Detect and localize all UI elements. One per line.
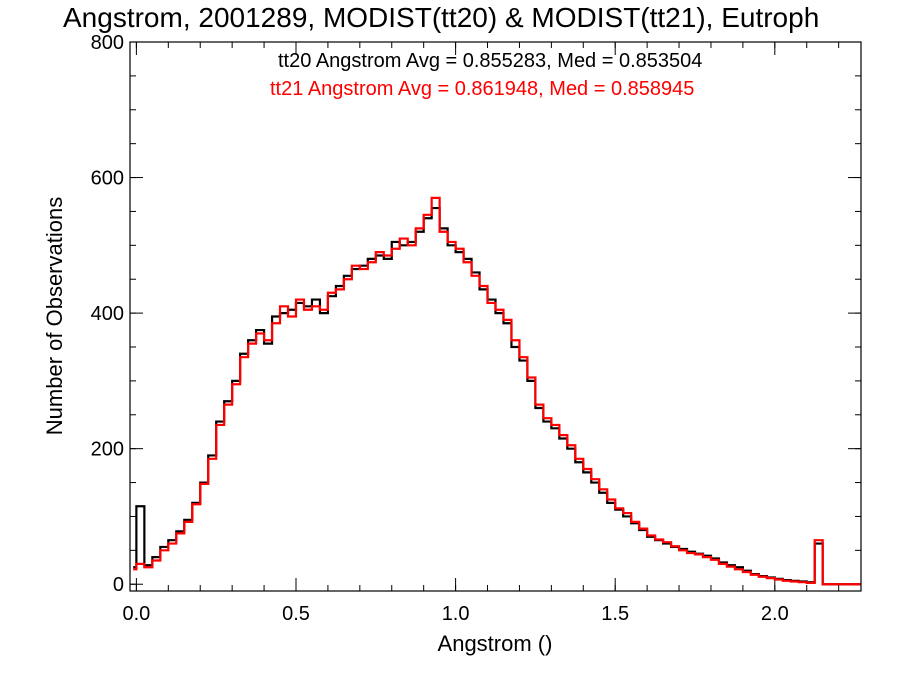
plot-frame [129, 41, 862, 592]
x-tick-label: 1.0 [442, 603, 470, 625]
y-tick-label: 200 [91, 439, 124, 461]
y-tick-label: 800 [91, 32, 124, 54]
y-tick-label: 0 [113, 574, 124, 596]
legend-entry-tt21: tt21 Angstrom Avg = 0.861948, Med = 0.85… [270, 78, 694, 100]
chart-title: Angstrom, 2001289, MODIST(tt20) & MODIST… [63, 2, 819, 33]
x-tick-label: 0.5 [282, 603, 310, 625]
y-tick-label: 400 [91, 303, 124, 325]
data-series [133, 196, 861, 586]
y-tick-label: 600 [91, 168, 124, 190]
x-tick-label: 2.0 [761, 603, 789, 625]
x-tick-label: 0.0 [122, 603, 150, 625]
series-tt21-line [133, 196, 861, 586]
axis-ticks: 0.0 0.5 1.0 1.5 2.0 0 200 400 600 800 [91, 32, 861, 625]
series-tt20-line [133, 206, 861, 586]
x-tick-label: 1.5 [601, 603, 629, 625]
legend-entry-tt20: tt20 Angstrom Avg = 0.855283, Med = 0.85… [278, 50, 702, 72]
x-axis-label: Angstrom () [438, 631, 553, 656]
y-axis-label: Number of Observations [42, 197, 67, 435]
